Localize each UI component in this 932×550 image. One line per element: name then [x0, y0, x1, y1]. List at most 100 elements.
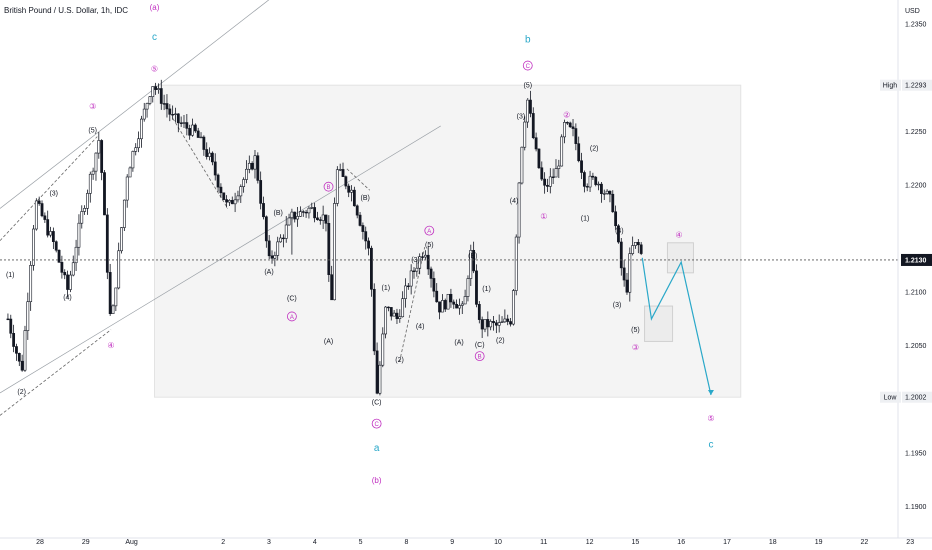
wave-label: (C) — [475, 342, 485, 349]
y-tick-label: 1.2100 — [905, 290, 927, 297]
candle-body — [213, 161, 217, 176]
x-tick-label: 19 — [815, 539, 823, 546]
candle-body — [154, 86, 157, 90]
candle-body — [509, 321, 512, 325]
candle-body — [307, 207, 311, 214]
candle-body — [66, 274, 69, 290]
candle-body — [43, 215, 47, 220]
candle-body — [571, 126, 575, 129]
x-tick-label: 11 — [540, 539, 547, 546]
wave-label: (2) — [590, 146, 599, 153]
target-box-wave4 — [666, 242, 694, 274]
wave-label: (4) — [510, 198, 519, 205]
price-axis[interactable]: USD 1.1900 1.1950 1.2050 1.2100 1.2200 1.2250… — [880, 0, 932, 538]
candle-body — [20, 360, 24, 371]
candle-body — [594, 176, 598, 185]
projection-path — [641, 257, 712, 396]
candle-body — [330, 274, 334, 301]
candle-body — [406, 285, 410, 288]
projection-arrowhead — [707, 390, 714, 396]
wave-label: ⑤ — [707, 414, 714, 423]
candle-body — [452, 301, 456, 305]
high-label: High — [883, 83, 898, 90]
candle-body — [500, 321, 504, 323]
candle-body — [202, 136, 206, 150]
candle-body — [29, 265, 33, 303]
wave-label: (3) — [517, 113, 526, 120]
candle-body — [210, 152, 214, 163]
high-value: 1.2293 — [905, 83, 927, 90]
candle-body — [477, 304, 481, 320]
x-tick-label: 10 — [494, 539, 502, 546]
wave-label: (5) — [425, 242, 434, 249]
candle-body — [142, 108, 146, 120]
candle-body — [443, 300, 447, 310]
wave-label: (5) — [88, 127, 97, 134]
candle-body — [253, 155, 257, 170]
candle-body — [199, 136, 203, 139]
wave-label: B — [327, 185, 331, 191]
candle-body — [540, 167, 544, 180]
y-tick-label: 1.2350 — [905, 22, 927, 29]
candle-body — [440, 300, 444, 313]
candle-body — [361, 225, 365, 232]
candle-body — [554, 168, 558, 178]
candle-body — [159, 88, 163, 104]
x-tick-label: 29 — [82, 539, 90, 546]
candle-body — [250, 162, 254, 170]
wave-label: A — [427, 229, 431, 235]
candle-body — [287, 217, 291, 226]
wave-labels: (a) c ⑤ ③ (5) (3) (1) (2) (4) ④ (B) B (A) (C) A (A) (B) (… — [6, 3, 715, 485]
candle-body — [26, 301, 30, 331]
candles — [6, 79, 643, 396]
wave-label: (4) — [416, 324, 425, 331]
candle-body — [259, 180, 263, 204]
candle-body — [228, 200, 231, 203]
candle-body — [74, 246, 78, 264]
wave-label: b — [525, 34, 531, 45]
candle-body — [421, 256, 424, 258]
low-marker: Low 1.2002 — [880, 391, 932, 403]
candle-body — [585, 186, 589, 188]
candle-body — [546, 184, 549, 187]
candle-body — [378, 364, 382, 394]
candle-body — [131, 151, 135, 169]
candle-body — [88, 173, 92, 194]
candle-body — [480, 319, 484, 330]
chart-title: British Pound / U.S. Dollar, 1h, IDC — [4, 6, 129, 15]
candle-body — [140, 118, 143, 140]
time-axis[interactable]: 28 29 Aug 2 3 4 5 8 9 10 11 12 15 16 17 18 19 22 23 — [0, 537, 932, 546]
candle-body — [122, 199, 126, 228]
wave-label: ② — [563, 110, 570, 119]
candle-body — [182, 122, 186, 124]
candle-body — [270, 255, 274, 259]
wave-label: C — [526, 64, 531, 70]
candle-body — [264, 216, 268, 242]
candle-body — [333, 203, 336, 301]
candle-body — [526, 99, 529, 123]
y-tick-label: 1.2250 — [905, 129, 927, 136]
candle-body — [15, 346, 18, 354]
candle-body — [57, 249, 61, 263]
candle-body — [560, 136, 564, 167]
candle-body — [372, 288, 376, 352]
candle-body — [299, 211, 302, 217]
candle-body — [71, 262, 75, 276]
candle-body — [230, 200, 234, 205]
candle-body — [318, 219, 322, 221]
candle-body — [316, 217, 319, 221]
candle-body — [580, 160, 583, 173]
candle-body — [242, 179, 246, 187]
wave-label: (2) — [17, 389, 26, 396]
candle-body — [523, 121, 527, 148]
y-tick-label: 1.1900 — [905, 504, 927, 511]
candle-body — [404, 285, 407, 299]
candle-body — [622, 267, 626, 281]
candle-body — [245, 168, 248, 180]
candle-body — [335, 169, 339, 204]
candle-body — [151, 86, 155, 98]
wave-label: (B) — [273, 210, 282, 217]
candle-body — [458, 305, 461, 309]
x-tick-label: 9 — [450, 539, 454, 546]
